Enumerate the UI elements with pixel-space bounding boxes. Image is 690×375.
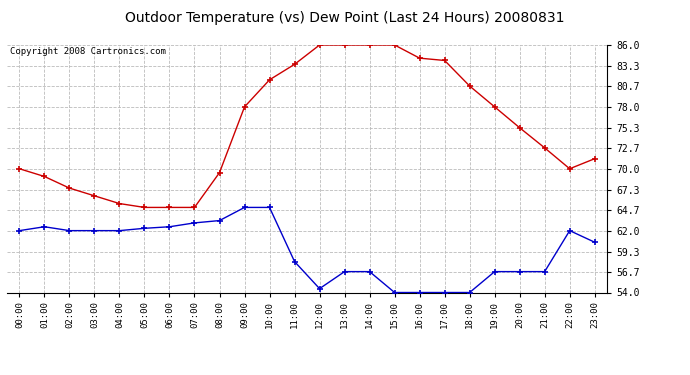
Text: Outdoor Temperature (vs) Dew Point (Last 24 Hours) 20080831: Outdoor Temperature (vs) Dew Point (Last… [126,11,564,25]
Text: Copyright 2008 Cartronics.com: Copyright 2008 Cartronics.com [10,48,166,57]
